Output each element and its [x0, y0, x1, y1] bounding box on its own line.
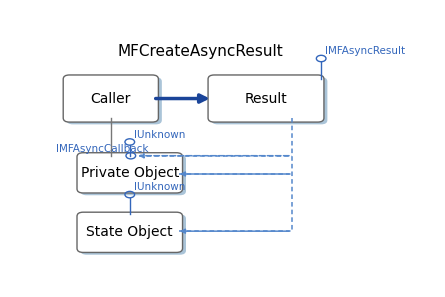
FancyBboxPatch shape: [81, 155, 186, 195]
FancyBboxPatch shape: [67, 77, 162, 124]
Text: Caller: Caller: [91, 91, 131, 105]
FancyBboxPatch shape: [208, 75, 324, 122]
Text: IMFAsyncCallback: IMFAsyncCallback: [57, 144, 149, 154]
Text: IUnknown: IUnknown: [134, 130, 185, 140]
FancyBboxPatch shape: [81, 214, 186, 255]
FancyBboxPatch shape: [77, 153, 182, 193]
Text: MFCreateAsyncResult: MFCreateAsyncResult: [117, 44, 283, 59]
FancyBboxPatch shape: [63, 75, 158, 122]
Text: IMFAsyncResult: IMFAsyncResult: [325, 46, 405, 56]
FancyBboxPatch shape: [211, 77, 328, 124]
FancyBboxPatch shape: [77, 212, 182, 252]
Text: Private Object: Private Object: [81, 166, 179, 180]
Text: Result: Result: [245, 91, 287, 105]
Text: State Object: State Object: [86, 225, 173, 239]
Text: IUnknown: IUnknown: [134, 182, 185, 192]
